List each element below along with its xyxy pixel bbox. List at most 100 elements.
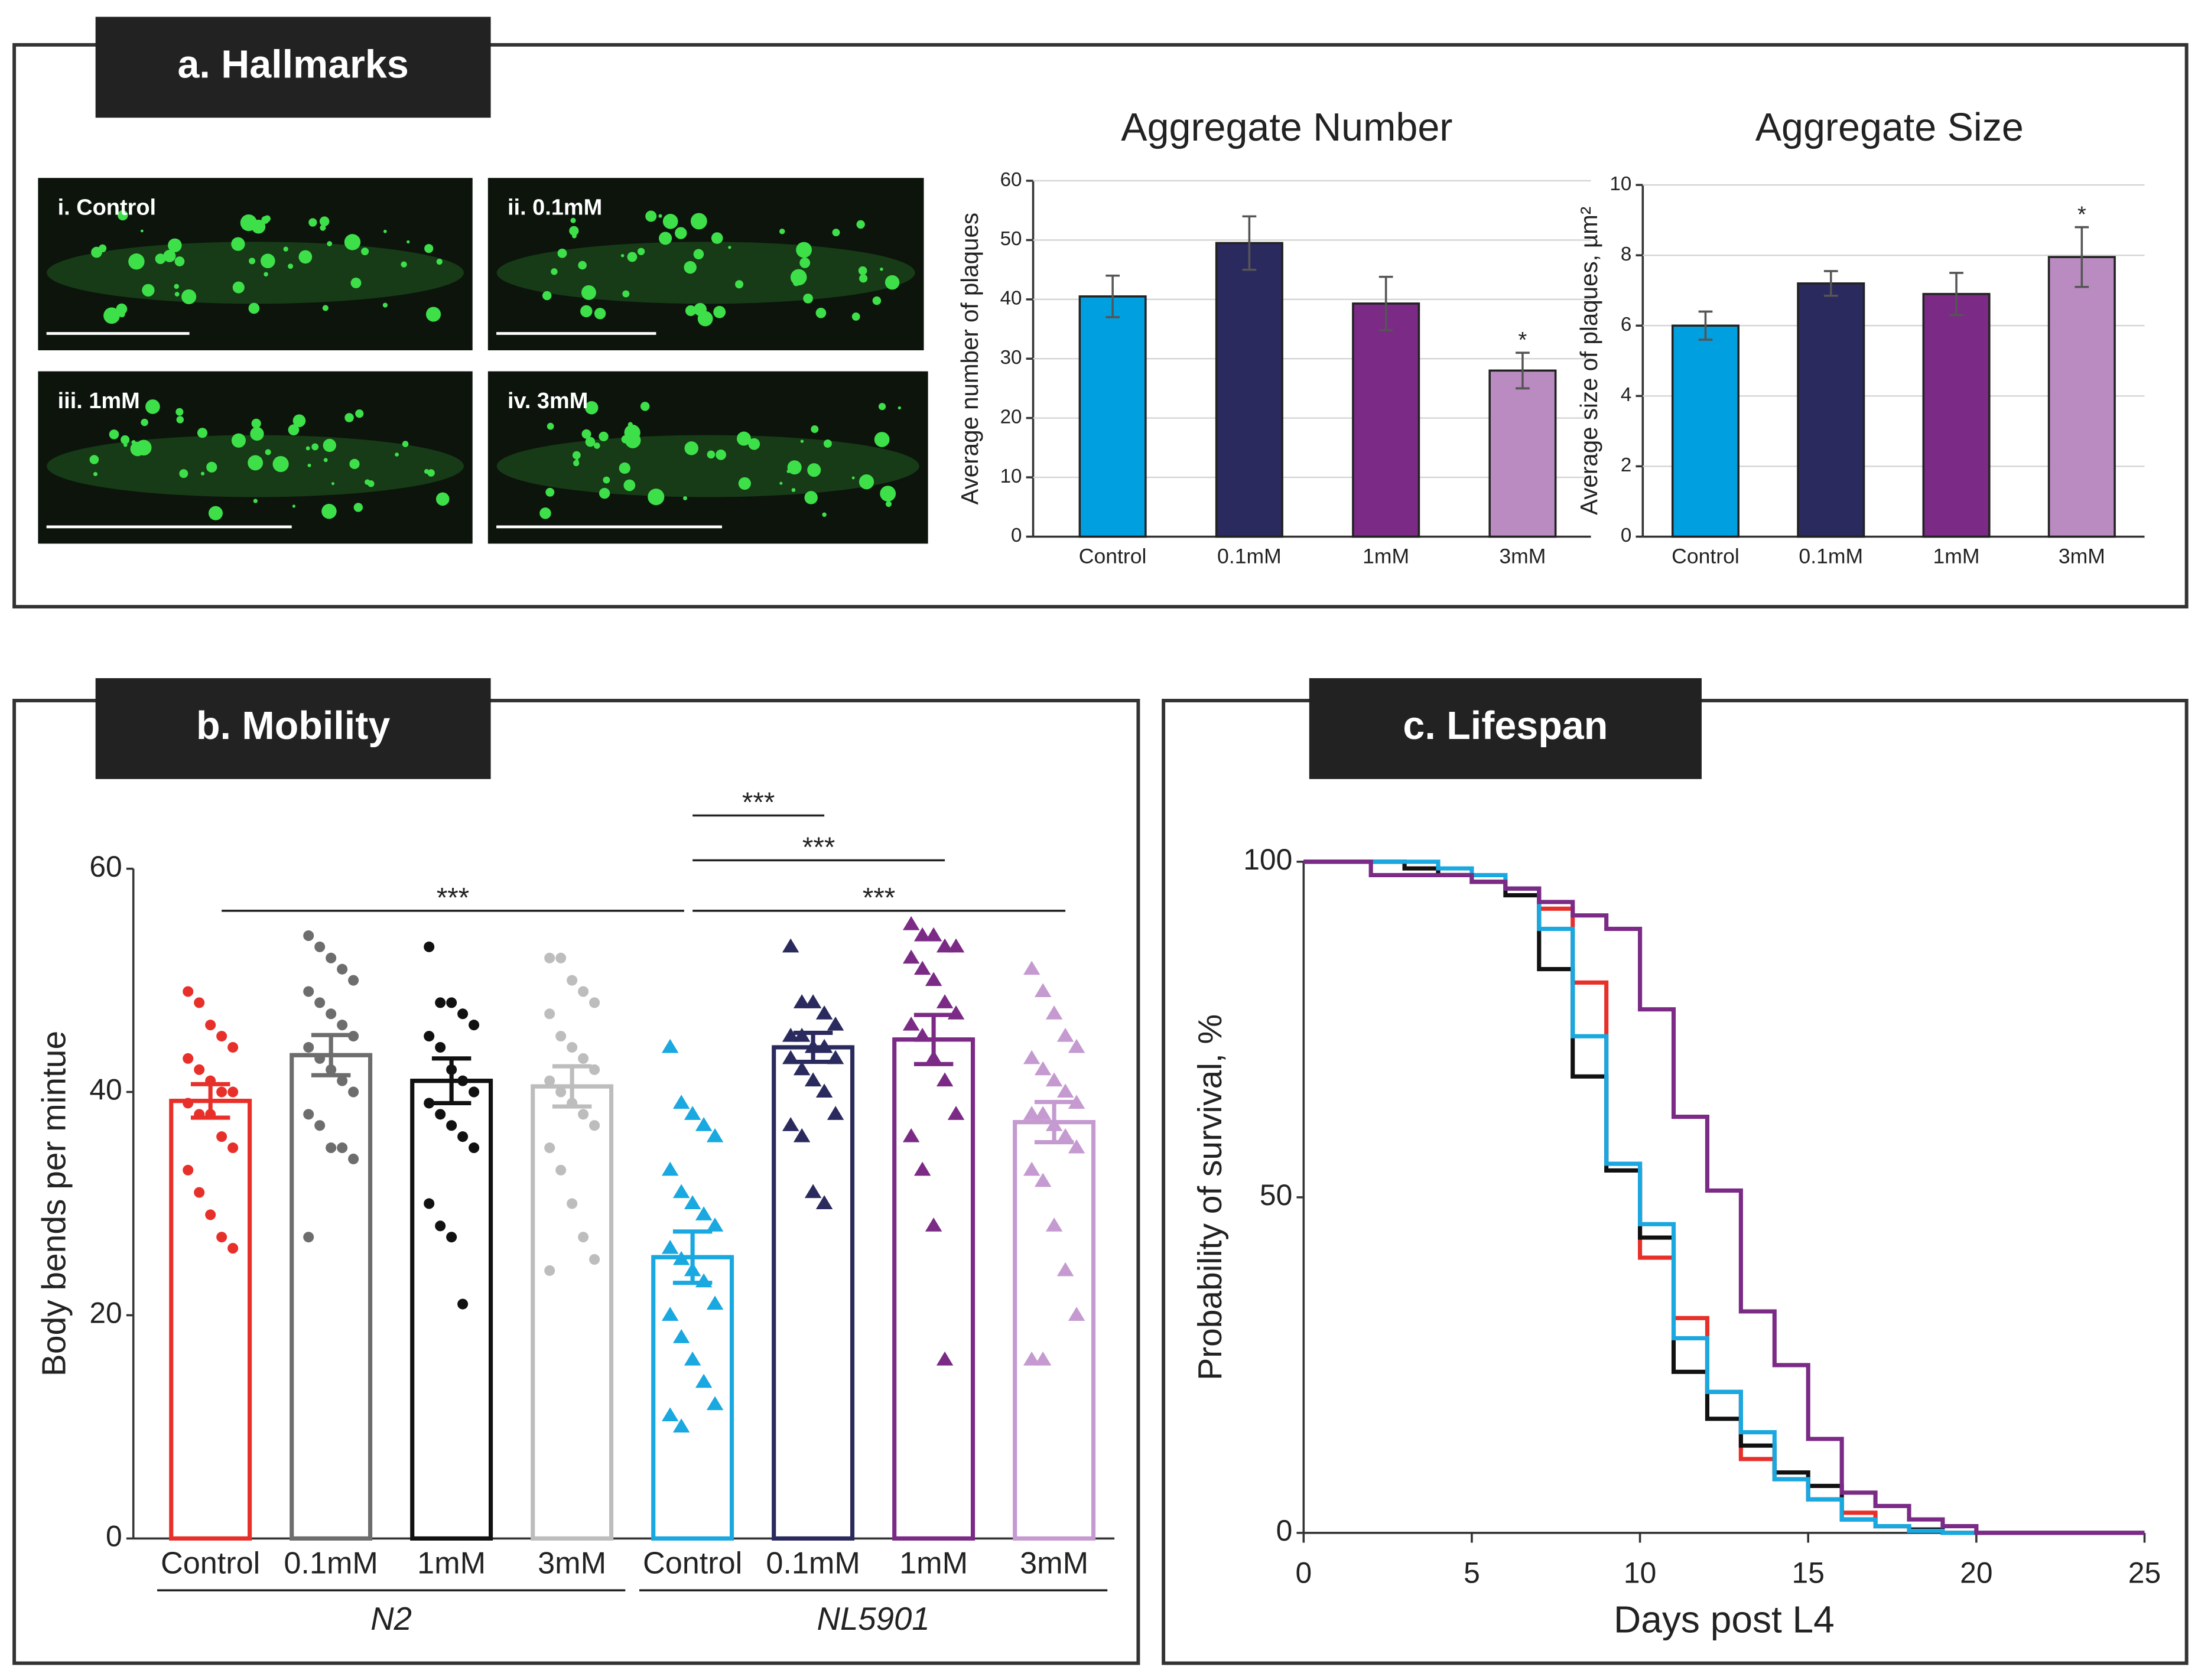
aggregate <box>858 266 867 275</box>
aggregate <box>283 246 288 252</box>
survival-line <box>1303 859 2145 1535</box>
aggregate <box>859 274 868 283</box>
data-point <box>303 1232 314 1243</box>
data-point <box>804 1184 822 1199</box>
panel-header <box>1309 678 1702 779</box>
aggregate <box>174 284 179 289</box>
data-point <box>1045 1217 1063 1232</box>
error-bar <box>1015 1100 1094 1145</box>
data-point <box>469 1020 480 1031</box>
data-point <box>435 1041 446 1053</box>
error-bar <box>532 1064 612 1109</box>
panel-header <box>95 17 491 118</box>
data-point <box>544 952 555 963</box>
y-axis-label: Average size of plaques, µm² <box>1575 207 1602 515</box>
aggregate <box>684 441 698 455</box>
aggregate <box>265 449 271 455</box>
aggregate <box>786 470 791 473</box>
bar <box>2047 256 2116 538</box>
aggregate <box>779 228 785 235</box>
data-point <box>936 1351 954 1366</box>
data-point <box>578 1053 589 1064</box>
aggregate <box>748 438 760 450</box>
aggregate <box>361 248 369 256</box>
aggregate <box>322 305 329 311</box>
data-point <box>567 975 578 986</box>
y-tick-label: 60 <box>89 850 122 883</box>
data-point <box>913 961 931 975</box>
data-point <box>936 938 954 953</box>
data-point <box>544 1265 555 1276</box>
aggregate <box>800 439 804 443</box>
data-point <box>216 1131 227 1142</box>
aggregate <box>311 443 319 451</box>
aggregate <box>141 418 148 426</box>
aggregate <box>690 213 707 230</box>
data-point <box>589 997 600 1008</box>
data-point <box>314 997 326 1008</box>
data-point <box>782 1117 799 1131</box>
aggregate <box>272 456 289 473</box>
data-point <box>589 1064 600 1075</box>
aggregate <box>121 435 130 444</box>
error-bar <box>1823 270 1838 297</box>
aggregate <box>93 471 98 477</box>
data-point <box>303 986 314 997</box>
aggregate <box>572 451 581 460</box>
significance: *** <box>437 882 469 913</box>
x-tick-label: 15 <box>1792 1556 1825 1589</box>
y-tick-label: 50 <box>1260 1178 1292 1212</box>
data-point <box>424 1198 435 1209</box>
aggregate <box>545 487 555 497</box>
data-point <box>326 1142 337 1154</box>
aggregate <box>603 476 610 484</box>
aggregate <box>648 489 665 506</box>
bar <box>1671 324 1739 538</box>
data-point <box>314 1120 326 1131</box>
aggregate <box>711 232 723 244</box>
aggregate <box>435 492 450 506</box>
aggregate <box>250 426 264 441</box>
aggregate <box>627 252 638 262</box>
aggregate <box>570 217 576 223</box>
aggregate <box>572 233 577 239</box>
aggregate <box>694 302 707 316</box>
aggregate <box>319 216 330 226</box>
data-point <box>567 1041 578 1053</box>
data-point <box>661 1038 679 1053</box>
data-point <box>435 1220 446 1232</box>
aggregate <box>401 261 407 268</box>
data-point <box>925 1217 942 1232</box>
aggregate <box>675 227 687 239</box>
aggregate <box>659 232 672 245</box>
aggregate <box>811 425 819 433</box>
data-point <box>1023 1351 1041 1366</box>
bar <box>1797 282 1865 538</box>
aggregate <box>662 213 678 229</box>
data-point <box>936 1072 954 1087</box>
data-point <box>1023 961 1041 975</box>
data-point <box>827 1016 844 1031</box>
aggregate <box>880 486 896 502</box>
data-point <box>435 1109 446 1120</box>
aggregate <box>175 408 184 416</box>
aggregate <box>832 229 840 236</box>
x-tick-label: 0.1mM <box>766 1546 860 1580</box>
data-point <box>348 1153 359 1164</box>
data-point <box>706 1128 724 1142</box>
bar <box>531 1084 614 1541</box>
image-label: iv. 3mM <box>508 389 588 414</box>
data-point <box>337 1142 348 1154</box>
y-tick-label: 40 <box>1000 288 1022 310</box>
data-point <box>1023 1106 1041 1120</box>
data-point <box>337 1075 348 1086</box>
data-point <box>936 994 954 1008</box>
aggregate <box>539 507 551 519</box>
aggregate <box>738 477 751 490</box>
data-point <box>1056 1128 1074 1142</box>
aggregate <box>200 471 205 476</box>
aggregate <box>874 432 890 447</box>
data-point <box>314 941 326 952</box>
data-point <box>1056 1083 1074 1098</box>
x-tick-label: 3mM <box>538 1546 606 1580</box>
